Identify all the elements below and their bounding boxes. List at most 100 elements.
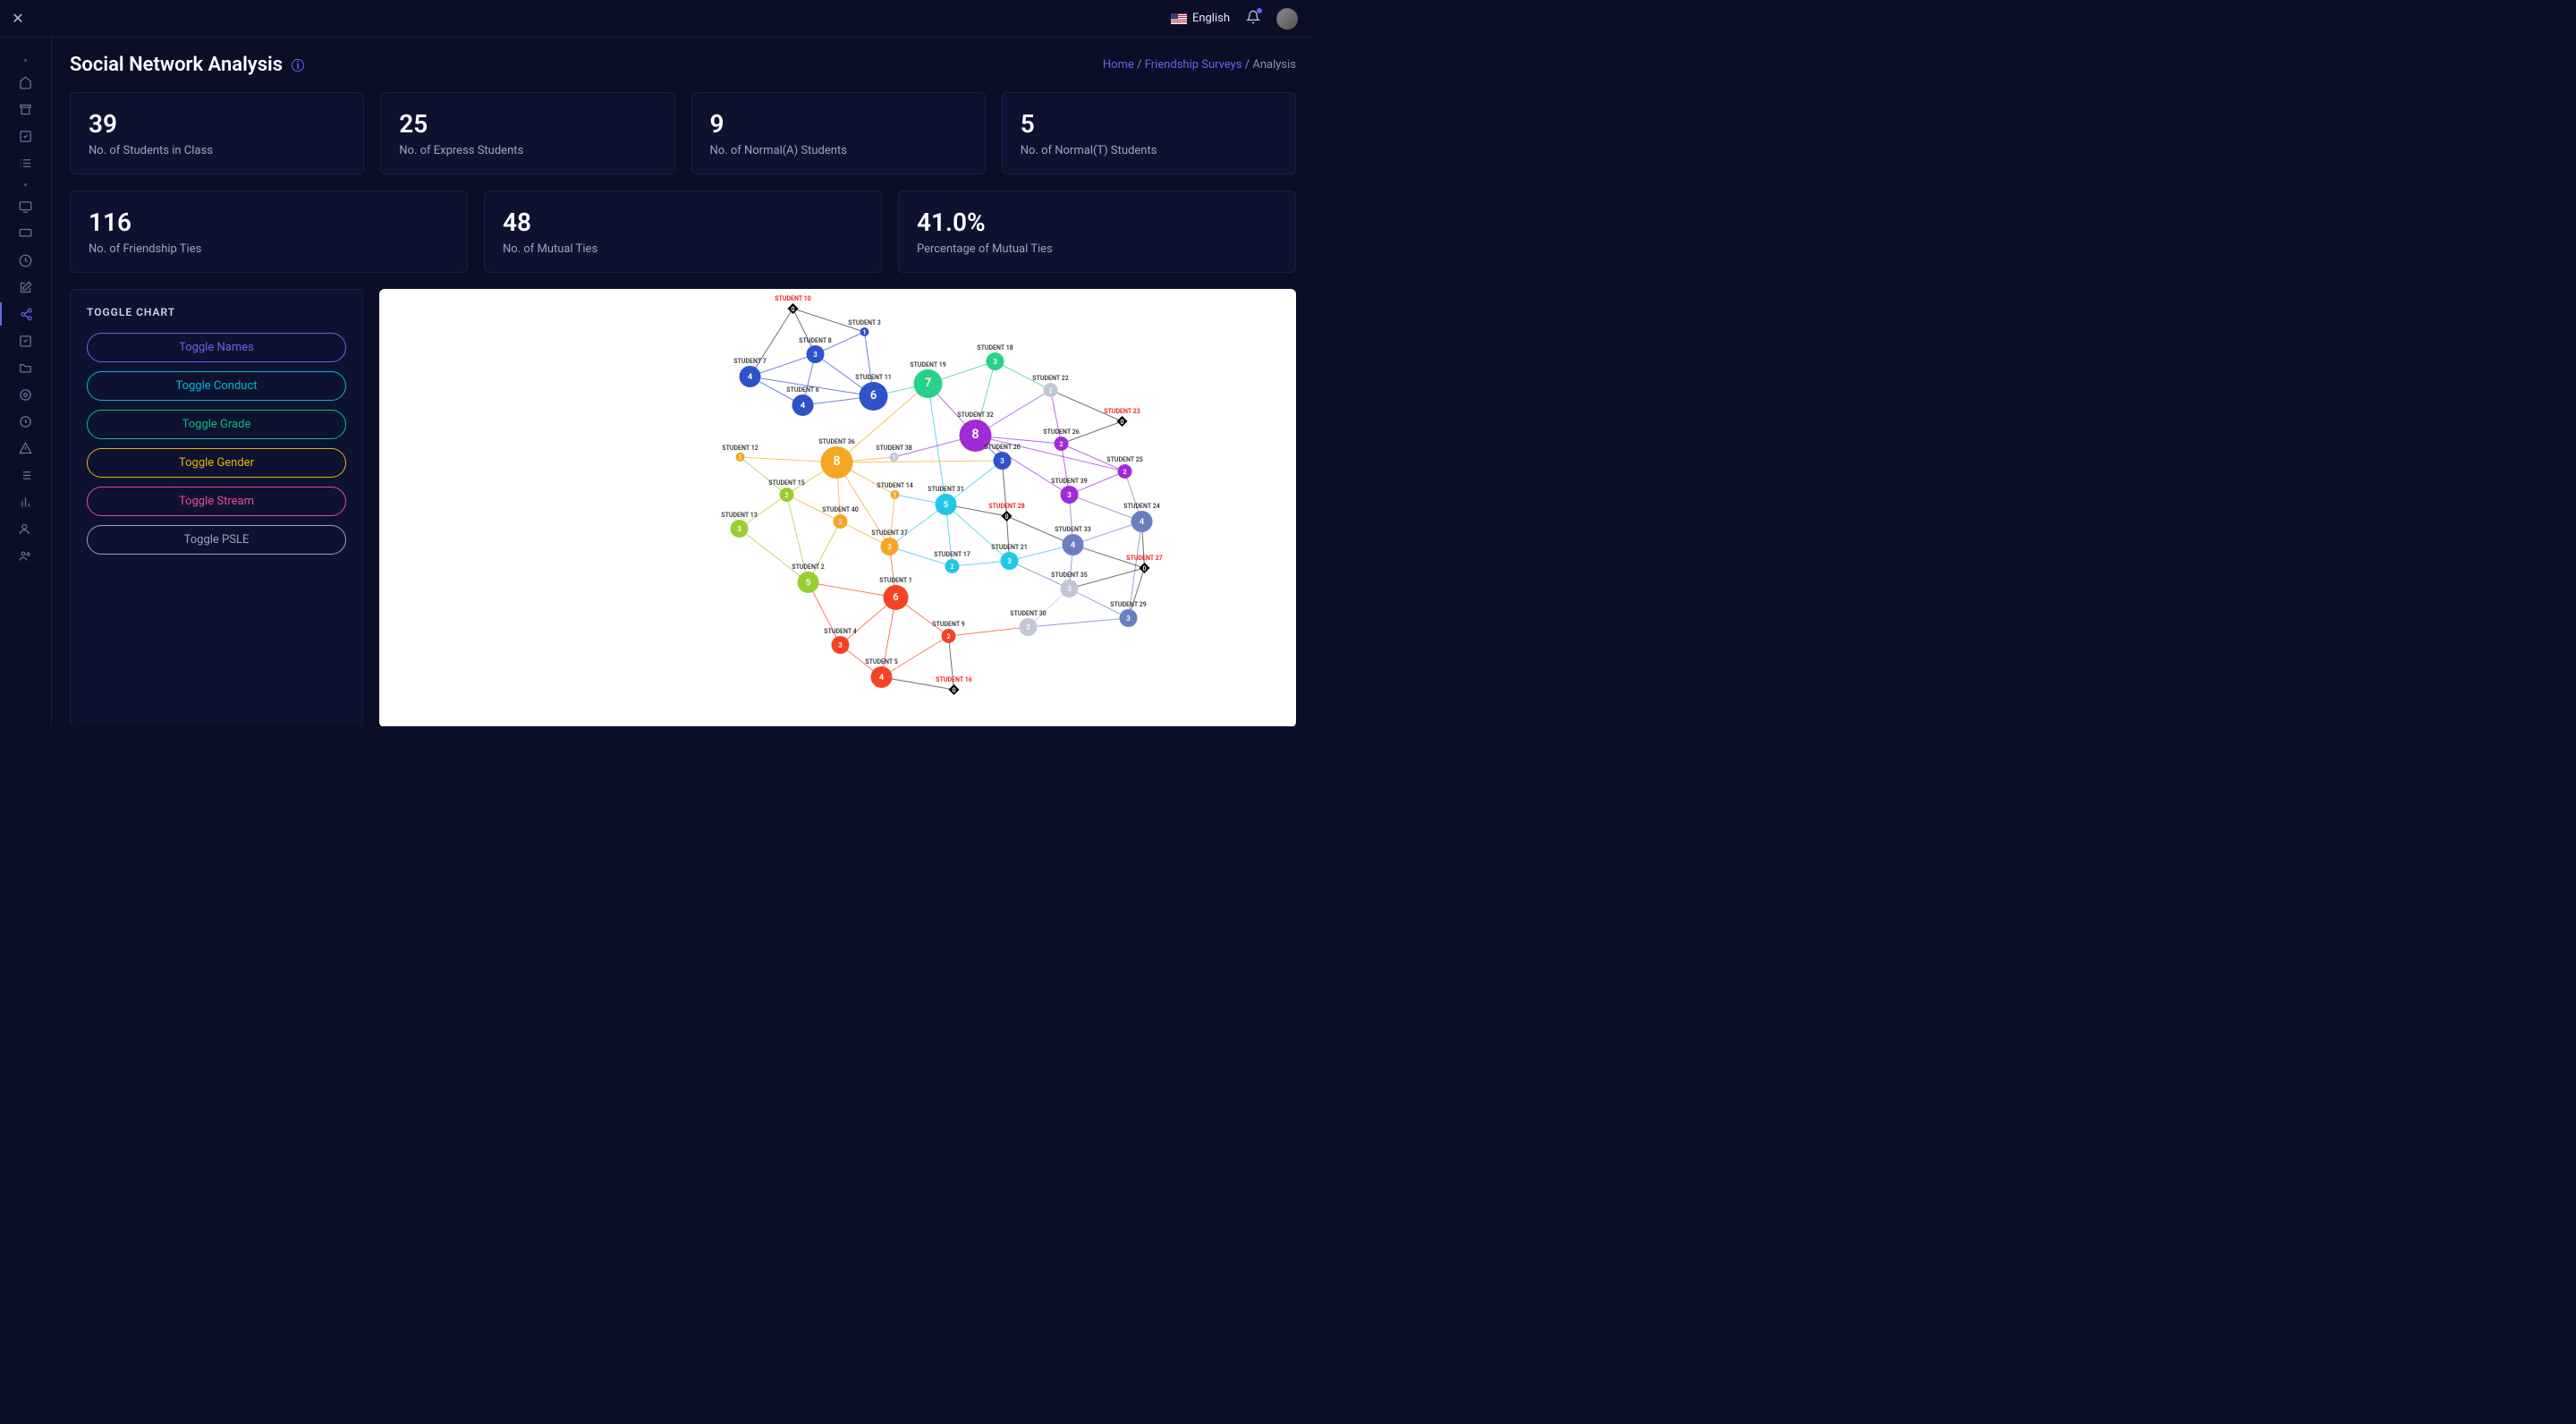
svg-text:1: 1 [894, 492, 897, 499]
svg-text:STUDENT 25: STUDENT 25 [1106, 456, 1142, 463]
stats-row-1: 39No. of Students in Class25No. of Expre… [70, 92, 1296, 174]
avatar[interactable] [1276, 8, 1298, 30]
toggle-button[interactable]: Toggle PSLE [87, 525, 346, 555]
sidebar-chart-icon[interactable] [0, 490, 51, 513]
svg-text:STUDENT 35: STUDENT 35 [1051, 572, 1087, 579]
svg-text:3: 3 [1067, 491, 1072, 499]
stat-value: 116 [89, 208, 449, 237]
sidebar-task-icon[interactable] [0, 329, 51, 352]
svg-text:3: 3 [1000, 457, 1004, 465]
stat-label: No. of Mutual Ties [503, 242, 863, 256]
svg-text:STUDENT 17: STUDENT 17 [934, 551, 970, 558]
svg-text:STUDENT 26: STUDENT 26 [1043, 428, 1079, 436]
stat-card: 41.0%Percentage of Mutual Ties [898, 191, 1296, 273]
svg-text:STUDENT 5: STUDENT 5 [865, 658, 897, 665]
svg-text:0: 0 [792, 306, 795, 313]
svg-text:1: 1 [893, 454, 896, 462]
svg-text:6: 6 [893, 591, 898, 603]
sidebar-home-icon[interactable] [0, 71, 51, 94]
sidebar-clock-icon[interactable] [0, 249, 51, 272]
svg-text:4: 4 [748, 372, 753, 382]
svg-text:STUDENT 14: STUDENT 14 [877, 482, 912, 489]
breadcrumb: Home / Friendship Surveys / Analysis [1103, 58, 1296, 72]
stat-card: 25No. of Express Students [380, 92, 674, 174]
svg-text:4: 4 [879, 673, 885, 682]
svg-text:STUDENT 24: STUDENT 24 [1123, 503, 1159, 510]
breadcrumb-surveys[interactable]: Friendship Surveys [1145, 58, 1242, 72]
svg-text:3: 3 [1067, 585, 1072, 593]
topbar-right: English [1171, 8, 1298, 30]
sidebar-check-icon[interactable] [0, 124, 51, 148]
svg-text:STUDENT 28: STUDENT 28 [988, 503, 1024, 510]
sidebar-users-icon[interactable] [0, 544, 51, 567]
svg-text:STUDENT 39: STUDENT 39 [1051, 478, 1087, 485]
svg-text:STUDENT 38: STUDENT 38 [876, 445, 911, 452]
stat-label: No. of Normal(A) Students [710, 144, 967, 157]
sidebar-alert-icon[interactable] [0, 437, 51, 460]
close-icon[interactable]: ✕ [9, 10, 27, 28]
svg-text:STUDENT 22: STUDENT 22 [1032, 375, 1068, 382]
sidebar-history-icon[interactable] [0, 410, 51, 433]
stat-label: No. of Normal(T) Students [1021, 144, 1277, 157]
svg-text:3: 3 [1026, 623, 1030, 631]
sidebar-archive-icon[interactable] [0, 97, 51, 121]
svg-text:STUDENT 40: STUDENT 40 [822, 506, 858, 513]
svg-text:STUDENT 16: STUDENT 16 [936, 676, 971, 683]
toggle-button[interactable]: Toggle Stream [87, 487, 346, 516]
breadcrumb-sep: / [1137, 58, 1145, 72]
svg-text:4: 4 [801, 401, 806, 411]
svg-text:STUDENT 20: STUDENT 20 [984, 444, 1020, 451]
info-icon[interactable]: i [292, 59, 304, 72]
svg-text:STUDENT 21: STUDENT 21 [991, 544, 1027, 551]
sidebar-monitor-icon[interactable] [0, 195, 51, 218]
sidebar-folder-icon[interactable] [0, 356, 51, 379]
sidebar-edit-icon[interactable] [0, 275, 51, 299]
svg-text:STUDENT 18: STUDENT 18 [977, 344, 1013, 352]
svg-text:STUDENT 19: STUDENT 19 [910, 361, 945, 369]
notification-dot [1257, 8, 1262, 13]
stat-card: 48No. of Mutual Ties [484, 191, 882, 273]
svg-text:STUDENT 8: STUDENT 8 [799, 337, 831, 344]
toggle-title: TOGGLE CHART [87, 306, 346, 318]
sidebar-dot [24, 183, 27, 186]
svg-text:STUDENT 30: STUDENT 30 [1010, 610, 1046, 617]
header-row: Social Network Analysis i Home / Friends… [70, 54, 1296, 76]
svg-text:0: 0 [1005, 513, 1009, 521]
sidebar-list-icon[interactable] [0, 151, 51, 174]
language-selector[interactable]: English [1171, 12, 1230, 25]
svg-text:2: 2 [951, 564, 954, 571]
svg-text:3: 3 [1007, 557, 1012, 565]
toggle-button[interactable]: Toggle Conduct [87, 371, 346, 401]
svg-text:2: 2 [947, 633, 951, 640]
svg-text:2: 2 [839, 519, 843, 526]
svg-text:STUDENT 2: STUDENT 2 [792, 564, 824, 571]
main-content: Social Network Analysis i Home / Friends… [52, 38, 1314, 726]
svg-text:0: 0 [1143, 565, 1147, 572]
svg-text:STUDENT 29: STUDENT 29 [1110, 601, 1146, 608]
stat-value: 9 [710, 109, 967, 139]
svg-text:STUDENT 10: STUDENT 10 [775, 295, 810, 302]
sidebar-list2-icon[interactable] [0, 463, 51, 487]
stat-card: 39No. of Students in Class [70, 92, 364, 174]
toggle-button[interactable]: Toggle Gender [87, 448, 346, 478]
svg-text:6: 6 [870, 389, 877, 403]
svg-text:3: 3 [737, 525, 741, 533]
svg-text:1: 1 [739, 454, 742, 462]
svg-text:4: 4 [1140, 517, 1145, 527]
svg-text:8: 8 [971, 427, 979, 442]
toggle-button[interactable]: Toggle Grade [87, 410, 346, 439]
svg-text:3: 3 [993, 358, 997, 366]
flag-icon [1171, 13, 1187, 24]
page-title-text: Social Network Analysis [70, 54, 283, 76]
sidebar-display-icon[interactable] [0, 222, 51, 245]
sidebar-user-icon[interactable] [0, 517, 51, 540]
svg-text:1: 1 [863, 329, 867, 336]
stat-label: Percentage of Mutual Ties [917, 242, 1277, 256]
sidebar-target-icon[interactable] [0, 383, 51, 406]
svg-text:STUDENT 33: STUDENT 33 [1055, 526, 1090, 533]
toggle-button[interactable]: Toggle Names [87, 333, 346, 362]
sidebar-share-icon[interactable] [0, 302, 51, 326]
breadcrumb-home[interactable]: Home [1103, 58, 1134, 72]
svg-text:STUDENT 11: STUDENT 11 [855, 374, 891, 381]
notifications-icon[interactable] [1246, 10, 1260, 28]
